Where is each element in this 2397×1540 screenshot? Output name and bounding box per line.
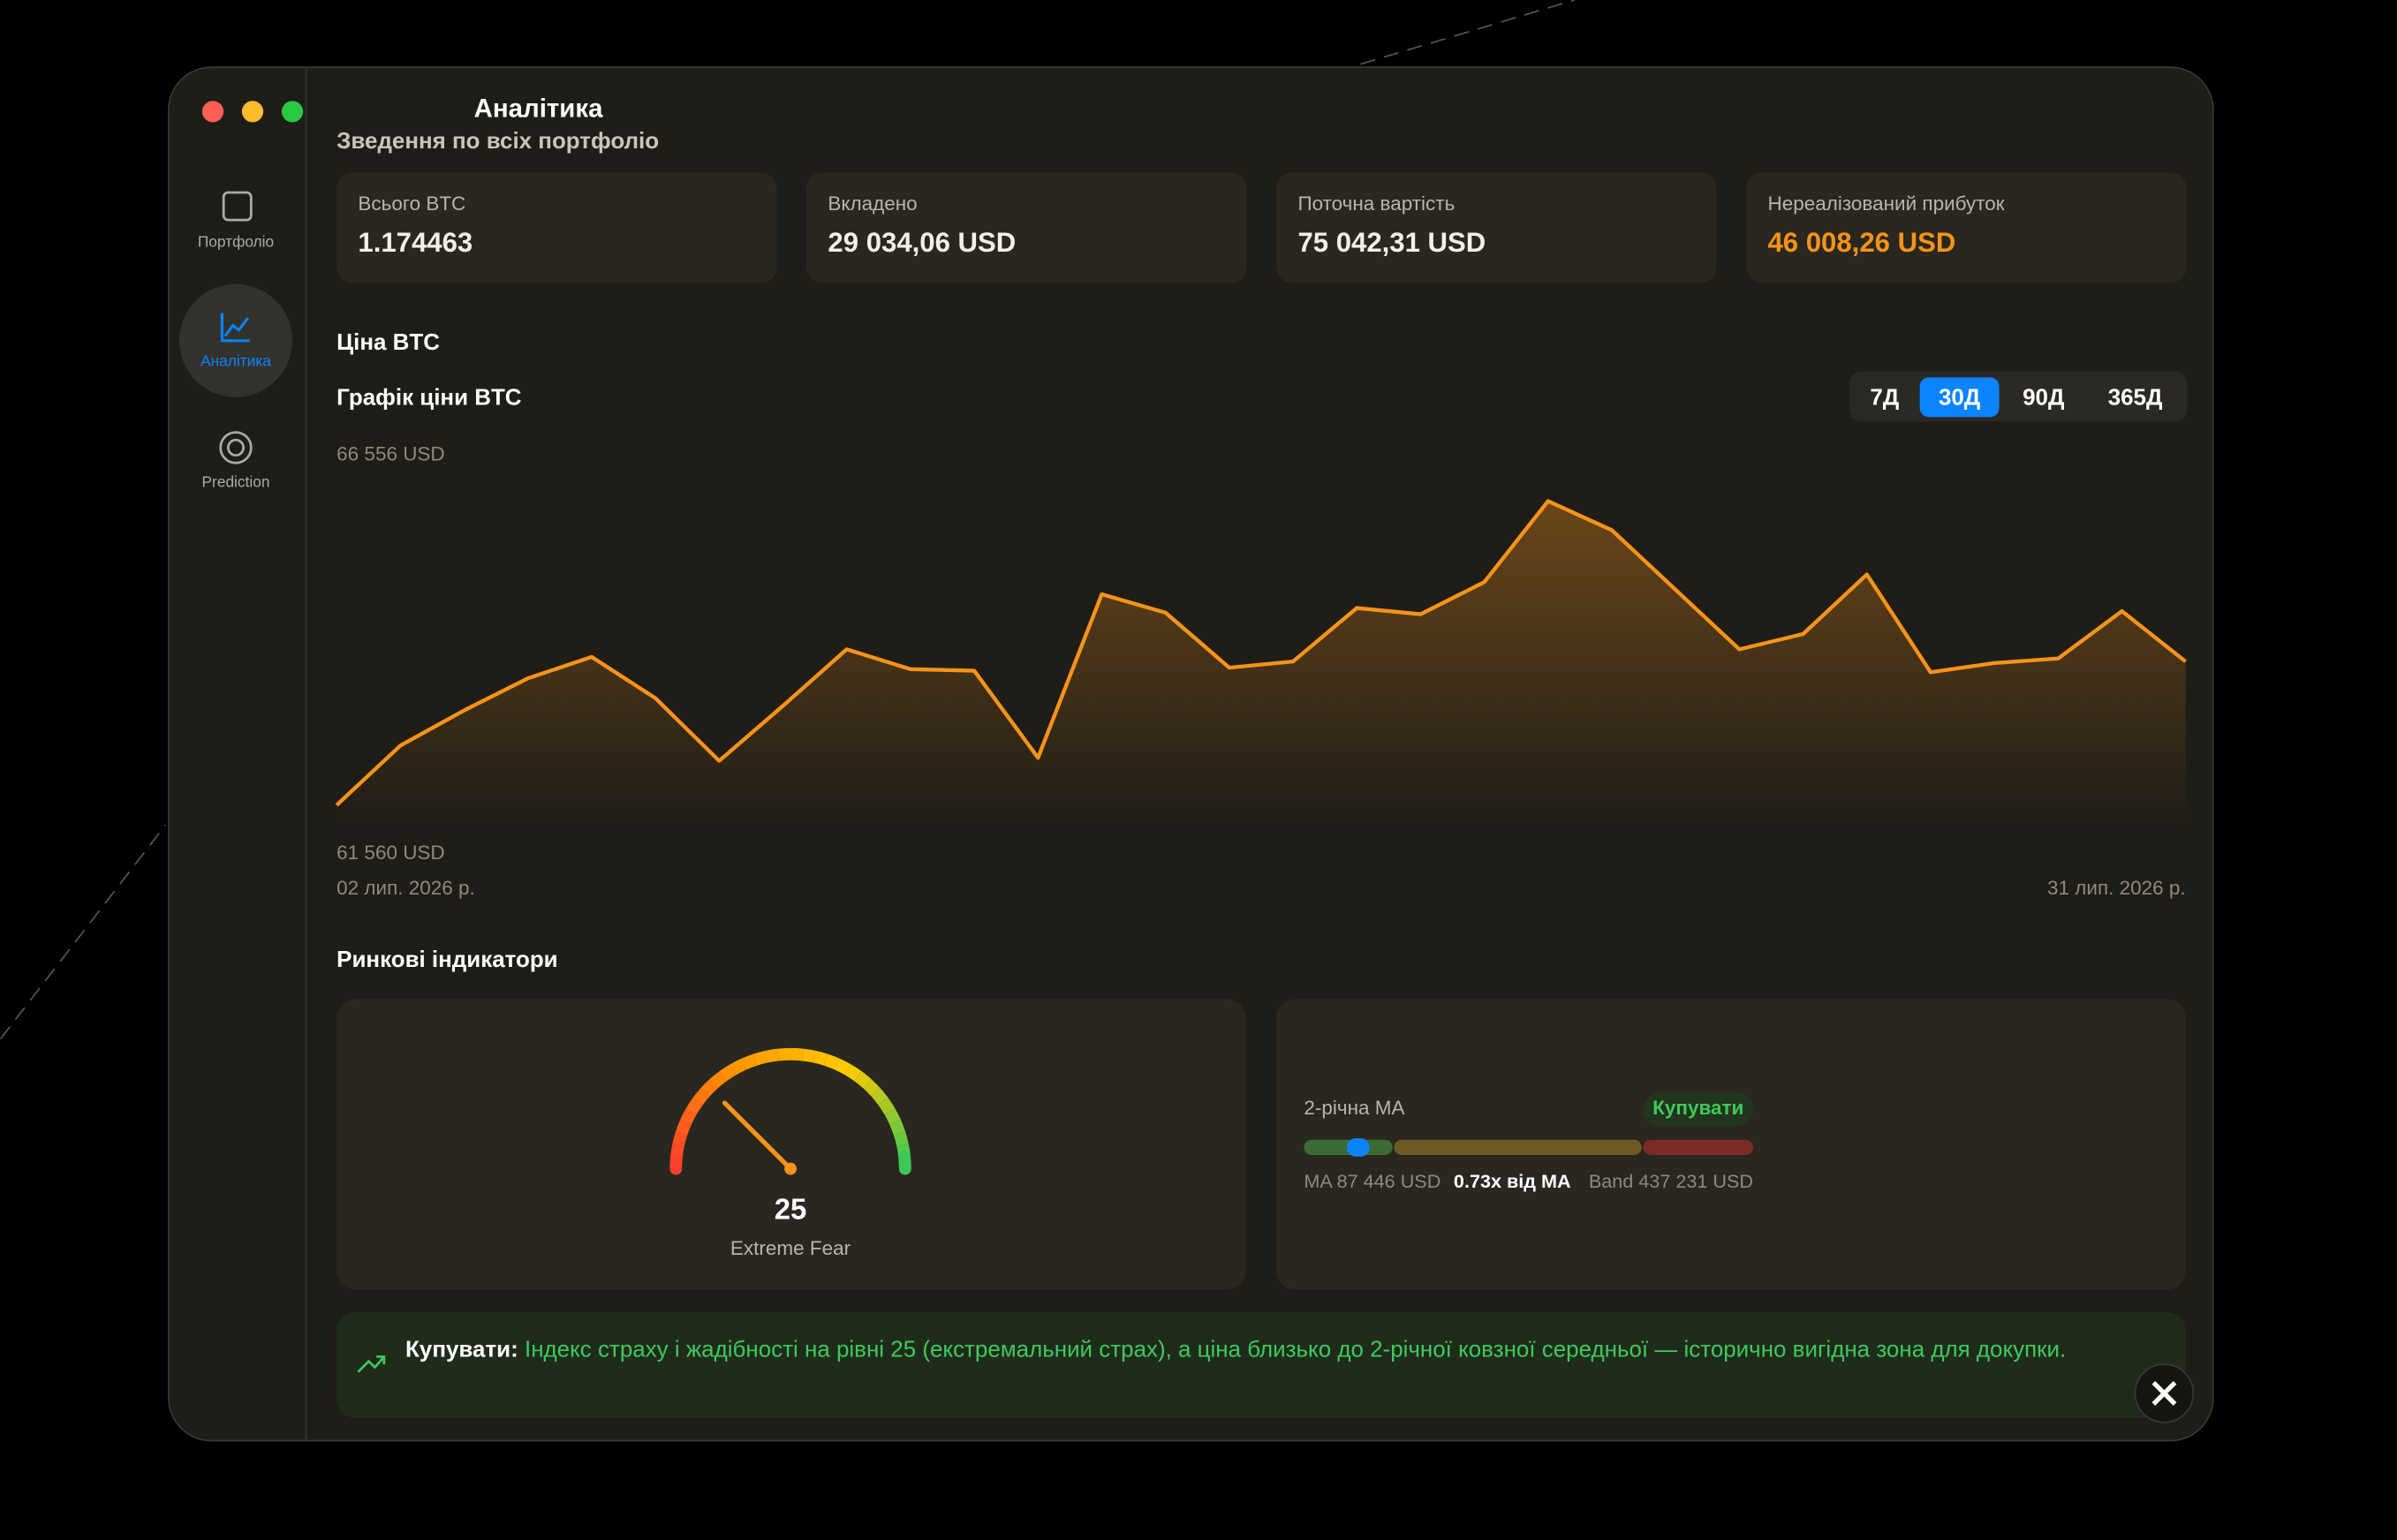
gauge-arc [884, 1108, 901, 1125]
banner [336, 1312, 2186, 1418]
band-value: Band 437 231 USD [1589, 1170, 1753, 1192]
subtitle: Зведення по всіх портфоліо [336, 129, 659, 154]
gauge-arc [878, 1098, 896, 1115]
nav-analytics[interactable]: Аналітика [178, 283, 293, 397]
x-label: 02 лип. 2026 р. [336, 877, 475, 899]
nav-label: Портфоліо [198, 233, 274, 251]
gauge-needle [722, 1100, 793, 1172]
gauge-arc [813, 1050, 828, 1066]
icon [219, 431, 253, 464]
gauge-arc [709, 1070, 727, 1089]
gauge-arc [893, 1131, 909, 1147]
period-button[interactable]: 90Д [2023, 385, 2065, 410]
banner-label: Купувати: [405, 1336, 518, 1363]
gauge-arc [823, 1053, 840, 1070]
gauge-value: 25 [775, 1193, 807, 1226]
nav-label: Prediction [202, 472, 270, 490]
nav-portfolio[interactable]: Портфоліо [198, 191, 274, 251]
stat-value: 75 042,31 USD [1297, 227, 1486, 258]
stat-value: 1.174463 [358, 227, 473, 258]
ma-title: 2-річна MA [1304, 1097, 1404, 1119]
ma-value: MA 87 446 USD [1304, 1170, 1440, 1192]
gauge-pivot [784, 1162, 797, 1175]
stat-card [336, 172, 777, 283]
stat-value: 29 034,06 USD [828, 227, 1016, 258]
period-button[interactable]: 365Д [2108, 385, 2163, 410]
gauge-arc [692, 1088, 710, 1106]
gauge-arc [863, 1078, 881, 1097]
stat-label: Вкладено [828, 192, 917, 215]
zoom-button[interactable] [281, 101, 304, 123]
stat-card [806, 172, 1247, 283]
bar-zone [1643, 1139, 1754, 1155]
stat-label: Всього BTC [358, 192, 465, 215]
stat-label: Поточна вартість [1297, 192, 1455, 215]
window-title: Аналітика [474, 94, 603, 123]
gauge-arc [741, 1053, 758, 1070]
chart-title: Графік ціни BTC [336, 385, 522, 410]
signal-badge [1643, 1092, 1754, 1127]
price-line [335, 499, 2188, 807]
gauge-arc [670, 1144, 684, 1158]
stat-card [1276, 172, 1717, 283]
gauge-arc [730, 1058, 747, 1076]
minimize-button[interactable] [241, 101, 264, 123]
gauge-arc [834, 1058, 851, 1076]
period-button[interactable]: 30Д [1939, 385, 1981, 410]
bar-zone [1394, 1139, 1642, 1155]
close-button[interactable] [201, 101, 224, 123]
period-button[interactable]: 7Д [1870, 385, 1899, 410]
gauge-arc [765, 1048, 780, 1063]
card [336, 999, 1246, 1290]
gauge-arc [777, 1047, 791, 1061]
banner-icon [357, 1355, 386, 1373]
gauge-arc [801, 1048, 816, 1063]
banner-text-box: Купувати: Індекс страху і жадібності на … [405, 1333, 2132, 1365]
gauge-arc [889, 1119, 906, 1136]
gauge-arc [700, 1078, 718, 1097]
banner-text: Купувати: Індекс страху і жадібності на … [405, 1333, 2132, 1365]
decor [1360, 0, 1575, 65]
gauge-arc [790, 1047, 804, 1061]
banner-message: Індекс страху і жадібності на рівні 25 (… [525, 1336, 2067, 1363]
stat-label: Нереалізований прибуток [1767, 192, 2004, 215]
gauge-arc [680, 1108, 697, 1125]
floating-icon [2151, 1380, 2177, 1406]
y-label: 61 560 USD [336, 842, 444, 864]
icon [222, 191, 253, 222]
gauge-arc [871, 1088, 888, 1106]
nav-prediction[interactable]: Prediction [202, 431, 270, 491]
gauge-arc [676, 1119, 692, 1136]
y-label: 66 556 USD [336, 443, 444, 465]
bar-marker [1346, 1137, 1370, 1157]
gauge-arc [752, 1050, 768, 1066]
icon [226, 438, 246, 457]
section-title: Ціна BTC [336, 330, 440, 355]
period-selected [1919, 377, 2000, 418]
gauge-arc [719, 1064, 737, 1082]
icon [220, 313, 250, 343]
stat-card [1746, 172, 2187, 283]
x-label: 31 лип. 2026 р. [2047, 877, 2186, 899]
stat-value: 46 008,26 USD [1767, 227, 1955, 258]
signal: Купувати [1652, 1097, 1743, 1119]
gauge-arc [672, 1131, 688, 1147]
area [336, 501, 2186, 826]
ma-ratio: 0.73x від MA [1454, 1170, 1571, 1192]
gauge-arc [669, 1151, 683, 1175]
section-title: Ринкові індикатори [336, 947, 557, 972]
nav-label: Аналітика [200, 352, 271, 370]
gauge-arc [898, 1151, 911, 1175]
gauge-label: Extreme Fear [730, 1237, 851, 1259]
gauge-arc [854, 1070, 872, 1089]
gauge-arc [844, 1064, 862, 1082]
gauge-arc [685, 1098, 703, 1115]
decor [0, 824, 167, 1040]
